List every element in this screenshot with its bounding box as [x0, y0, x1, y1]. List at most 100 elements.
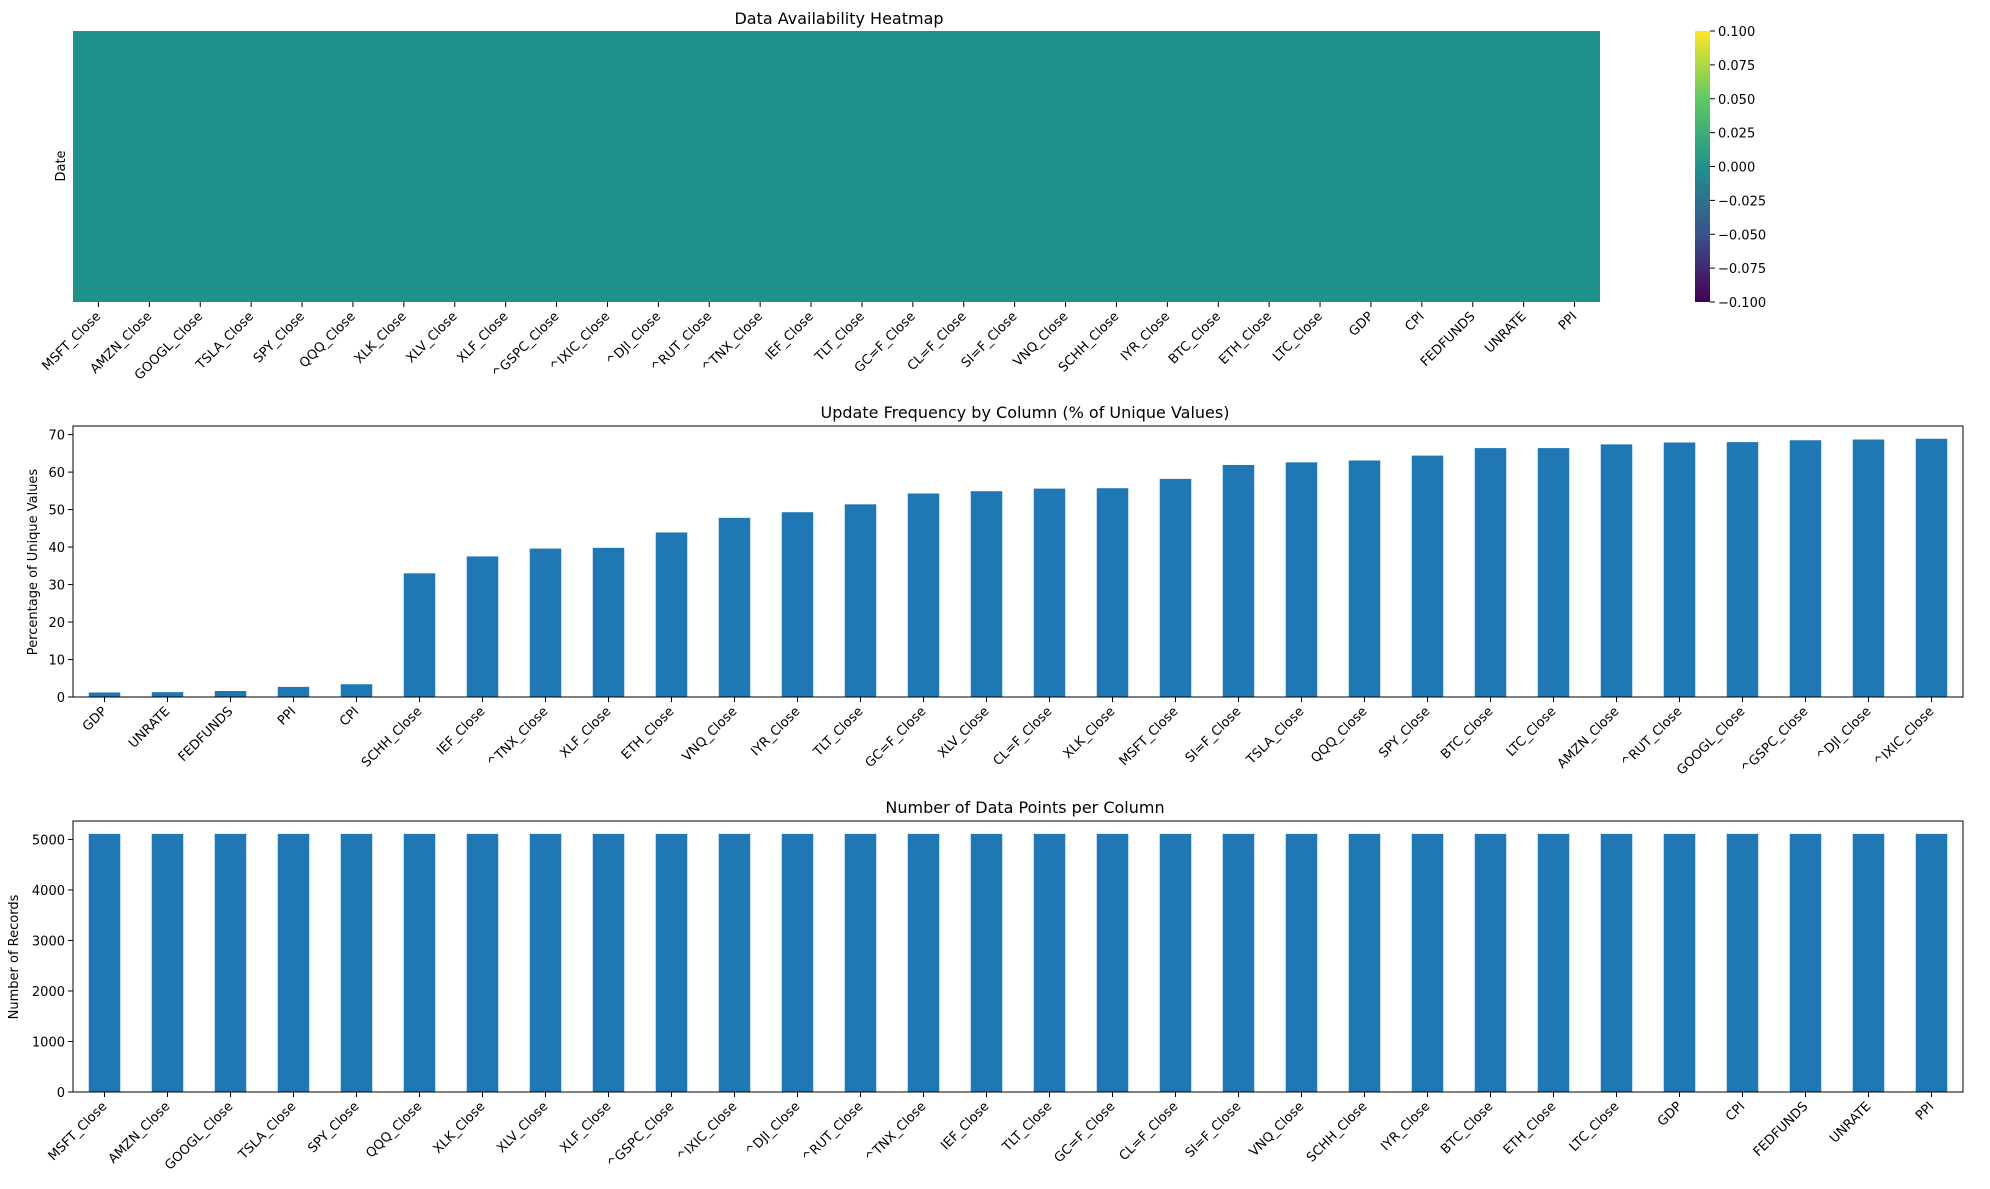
bar — [1411, 455, 1444, 697]
heatmap-x-tick-label: XLK_Close — [352, 309, 410, 367]
bar — [403, 833, 436, 1092]
heatmap-x-tick-label: PPI — [1556, 309, 1580, 333]
heatmap-panel: Data Availability Heatmap Date MSFT_Clos… — [40, 9, 1767, 383]
x-tick-label: CL=F_Close — [991, 704, 1056, 769]
x-tick-label: ^DJI_Close — [743, 1099, 803, 1159]
x-tick-label: XLK_Close — [431, 1099, 489, 1157]
x-tick-label: LTC_Close — [1504, 704, 1560, 760]
heatmap-title: Data Availability Heatmap — [734, 9, 943, 28]
bar — [1663, 833, 1696, 1092]
y-tick-label: 2000 — [32, 985, 65, 1000]
x-tick-label: GC=F_Close — [863, 704, 930, 771]
y-tick-label: 40 — [48, 541, 65, 556]
x-tick-label: MSFT_Close — [46, 1099, 111, 1164]
colorbar-gradient — [1695, 31, 1710, 302]
x-tick-label: IEF_Close — [434, 704, 488, 758]
bar — [1222, 464, 1255, 697]
bar — [1726, 833, 1759, 1092]
bar — [1915, 438, 1948, 697]
x-tick-label: IEF_Close — [938, 1099, 992, 1153]
y-tick-label: 60 — [48, 466, 65, 481]
bar — [466, 833, 499, 1092]
bar — [1789, 440, 1822, 697]
colorbar-tick-label: −0.100 — [1718, 296, 1766, 311]
colorbar-tick-label: 0.000 — [1718, 161, 1755, 176]
x-tick-label: LTC_Close — [1567, 1099, 1623, 1155]
bar — [1285, 462, 1318, 697]
data-points-panel: Number of Data Points per Column Number … — [7, 798, 1964, 1173]
x-tick-label: XLF_Close — [557, 704, 614, 761]
bar — [970, 491, 1003, 697]
bar — [88, 692, 121, 697]
update-frequency-title: Update Frequency by Column (% of Unique … — [821, 403, 1230, 422]
x-tick-label: ^TNX_Close — [485, 704, 552, 771]
bar — [1096, 833, 1129, 1092]
x-tick-label: SCHH_Close — [359, 704, 425, 770]
x-tick-label: ^RUT_Close — [800, 1099, 867, 1166]
heatmap-x-tick-label: ETH_Close — [1216, 309, 1275, 368]
heatmap-x-tick-label: XLV_Close — [404, 309, 461, 366]
x-tick-label: BTC_Close — [1438, 1099, 1496, 1157]
x-tick-label: SI=F_Close — [1183, 704, 1245, 766]
x-tick-label: GOOGL_Close — [162, 1099, 236, 1173]
update-frequency-panel: Update Frequency by Column (% of Unique … — [26, 403, 1964, 778]
x-tick-label: TSLA_Close — [235, 1099, 299, 1163]
bar — [1033, 488, 1066, 697]
bar — [907, 833, 940, 1092]
bar — [1096, 488, 1129, 697]
x-tick-label: TLT_Close — [999, 1099, 1055, 1155]
x-tick-label: IYR_Close — [1378, 1099, 1433, 1154]
bar — [844, 504, 877, 697]
bar — [277, 833, 310, 1092]
x-tick-label: ETH_Close — [1501, 1099, 1560, 1158]
bar — [529, 833, 562, 1092]
x-tick-label: ^TNX_Close — [863, 1099, 930, 1166]
bar — [1222, 833, 1255, 1092]
x-tick-label: PPI — [275, 704, 299, 728]
heatmap-x-tick-label: UNRATE — [1482, 309, 1529, 356]
x-tick-label: XLV_Close — [494, 1099, 551, 1156]
colorbar-tick-label: 0.100 — [1718, 25, 1755, 40]
bar — [592, 547, 625, 697]
bar — [88, 833, 121, 1092]
y-tick-label: 70 — [48, 429, 65, 444]
x-tick-label: GDP — [80, 704, 110, 734]
heatmap-x-tick-label: GDP — [1346, 309, 1376, 339]
colorbar-tick-label: −0.025 — [1718, 194, 1766, 209]
x-tick-label: ^GSPC_Close — [604, 1099, 677, 1172]
x-tick-label: VNQ_Close — [1247, 1099, 1308, 1160]
bar — [1789, 833, 1822, 1092]
colorbar-tick-label: 0.050 — [1718, 93, 1755, 108]
bar — [151, 833, 184, 1092]
heatmap-y-axis-label: Date — [54, 150, 69, 181]
x-tick-label: AMZN_Close — [1555, 704, 1623, 772]
x-tick-label: ^RUT_Close — [1619, 704, 1686, 771]
y-tick-label: 20 — [48, 616, 65, 631]
x-tick-label: ^GSPC_Close — [1738, 704, 1811, 777]
x-tick-label: FEDFUNDS — [176, 704, 237, 765]
y-tick-label: 0 — [57, 691, 65, 706]
data-points-axes-frame — [72, 820, 1964, 1093]
x-tick-label: PPI — [1913, 1099, 1937, 1123]
x-tick-label: SPY_Close — [1376, 704, 1433, 761]
x-tick-label: ETH_Close — [619, 704, 678, 763]
y-tick-label: 3000 — [32, 934, 65, 949]
bar — [970, 833, 1003, 1092]
bar — [781, 512, 814, 697]
x-tick-label: GOOGL_Close — [1674, 704, 1748, 778]
y-tick-label: 0 — [57, 1086, 65, 1101]
x-tick-label: ^IXIC_Close — [1871, 704, 1937, 770]
x-tick-label: XLF_Close — [557, 1099, 614, 1156]
bar — [592, 833, 625, 1092]
x-tick-label: SCHH_Close — [1304, 1099, 1370, 1165]
heatmap-cells — [73, 31, 1600, 302]
bar — [1600, 833, 1633, 1092]
x-tick-label: GDP — [1655, 1099, 1685, 1129]
bar — [1915, 833, 1948, 1092]
x-tick-label: MSFT_Close — [1117, 704, 1182, 769]
bar — [781, 833, 814, 1092]
colorbar-tick-label: 0.025 — [1718, 127, 1755, 142]
bar — [1537, 448, 1570, 697]
